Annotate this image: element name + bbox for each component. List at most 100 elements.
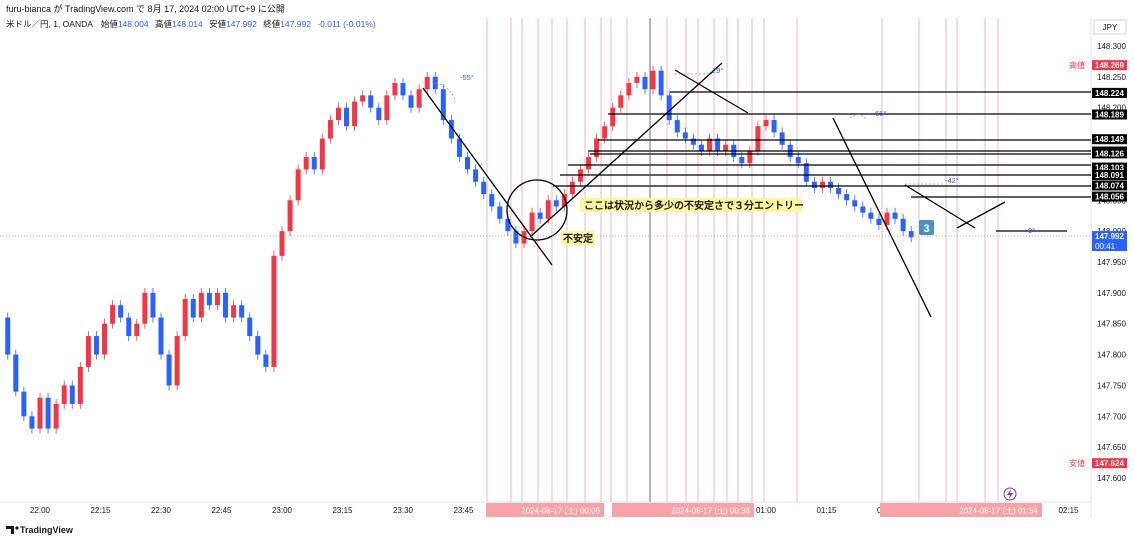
candle[interactable] [747, 150, 753, 164]
candle[interactable] [795, 157, 801, 164]
candle[interactable] [529, 212, 535, 232]
candle[interactable] [223, 292, 229, 318]
candle[interactable] [360, 95, 366, 102]
candle[interactable] [707, 138, 713, 151]
price-marker[interactable] [1092, 134, 1127, 145]
candle[interactable] [102, 323, 108, 355]
candle[interactable] [448, 120, 454, 139]
price-marker[interactable] [1092, 87, 1127, 98]
candle[interactable] [876, 218, 882, 225]
candle[interactable] [53, 403, 59, 429]
candle[interactable] [174, 336, 180, 386]
candle[interactable] [327, 120, 333, 139]
candle[interactable] [5, 317, 11, 355]
candle[interactable] [610, 107, 616, 127]
candle[interactable] [860, 206, 866, 213]
candle[interactable] [231, 305, 237, 318]
candle[interactable] [61, 385, 67, 404]
candle[interactable] [763, 120, 769, 127]
count-badge[interactable] [919, 220, 934, 235]
candle[interactable] [311, 157, 317, 170]
candle[interactable] [295, 169, 301, 201]
candle[interactable] [182, 299, 188, 337]
candle[interactable] [416, 89, 422, 108]
currency-box[interactable] [1093, 19, 1127, 35]
candle[interactable] [344, 107, 350, 127]
candle[interactable] [198, 292, 204, 318]
candle[interactable] [45, 397, 51, 429]
candle[interactable] [142, 292, 148, 324]
candle[interactable] [586, 157, 592, 170]
candle[interactable] [255, 336, 261, 355]
candle[interactable] [287, 200, 293, 232]
candle[interactable] [666, 95, 672, 121]
candle[interactable] [537, 212, 543, 219]
candle[interactable] [642, 76, 648, 90]
candle[interactable] [682, 132, 688, 139]
candle[interactable] [569, 181, 575, 195]
candle[interactable] [723, 144, 729, 151]
date-label-box[interactable] [880, 503, 1042, 517]
candle[interactable] [779, 132, 785, 145]
candle[interactable] [828, 181, 834, 188]
candle[interactable] [658, 70, 664, 96]
price-marker[interactable] [1092, 162, 1127, 173]
candle[interactable] [513, 231, 519, 244]
candle[interactable] [844, 194, 850, 201]
price-marker[interactable] [1092, 169, 1127, 180]
candle[interactable] [473, 169, 479, 182]
candle[interactable] [37, 397, 43, 429]
candle[interactable] [594, 138, 600, 158]
candle[interactable] [900, 218, 906, 232]
candle[interactable] [271, 255, 277, 367]
candle[interactable] [408, 95, 414, 108]
symbol-name[interactable]: 米ドル／円, 1, OANDA [6, 19, 93, 29]
date-label-box[interactable] [486, 503, 604, 517]
candle[interactable] [21, 391, 27, 417]
candle[interactable] [626, 83, 632, 96]
candle[interactable] [400, 83, 406, 96]
candle[interactable] [739, 157, 745, 164]
candle[interactable] [158, 317, 164, 355]
candle[interactable] [884, 212, 890, 225]
candle[interactable] [118, 305, 124, 318]
candle[interactable] [85, 336, 91, 367]
candle[interactable] [150, 292, 156, 318]
candle[interactable] [239, 305, 245, 318]
candle[interactable] [489, 194, 495, 207]
candle[interactable] [110, 305, 116, 324]
candle[interactable] [93, 336, 99, 355]
candle[interactable] [505, 218, 511, 232]
candle[interactable] [634, 76, 640, 84]
candle[interactable] [134, 323, 140, 337]
highlight-circle[interactable] [506, 179, 568, 241]
candle[interactable] [755, 126, 761, 151]
candle[interactable] [908, 231, 914, 238]
candle[interactable] [166, 354, 172, 386]
candle[interactable] [29, 416, 35, 429]
candle[interactable] [456, 138, 462, 158]
candle[interactable] [545, 200, 551, 219]
candle[interactable] [465, 157, 471, 170]
candle[interactable] [553, 200, 559, 207]
candle[interactable] [852, 200, 858, 207]
price-marker[interactable] [1092, 458, 1127, 469]
candle[interactable] [440, 89, 446, 121]
price-marker[interactable] [1092, 148, 1127, 159]
candle[interactable] [497, 206, 503, 219]
candle[interactable] [868, 212, 874, 219]
candle[interactable] [674, 120, 680, 133]
candle[interactable] [190, 299, 196, 318]
candle[interactable] [319, 138, 325, 170]
candle[interactable] [384, 95, 390, 121]
trend-line[interactable] [956, 201, 1006, 229]
trend-line[interactable] [422, 87, 553, 266]
candle[interactable] [392, 83, 398, 96]
trend-line[interactable] [904, 184, 976, 229]
price-marker[interactable] [1092, 109, 1127, 120]
candle[interactable] [698, 144, 704, 151]
candle[interactable] [892, 212, 898, 219]
candle[interactable] [368, 95, 374, 108]
price-marker[interactable] [1092, 231, 1127, 252]
